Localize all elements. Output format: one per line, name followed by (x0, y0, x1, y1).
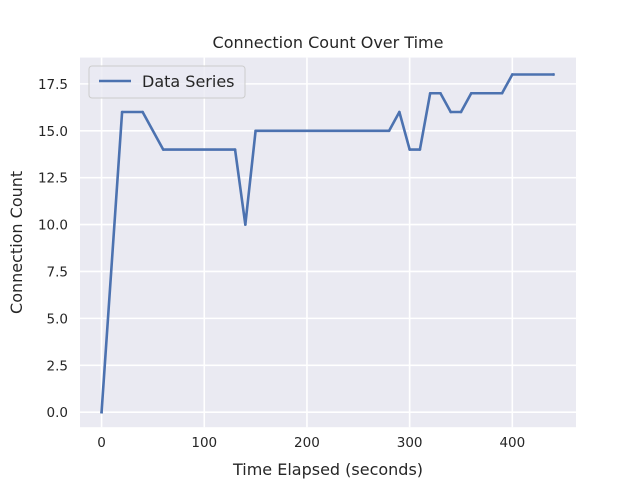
grid-lines (80, 57, 576, 428)
data-point (254, 129, 257, 133)
x-tick-label: 200 (294, 435, 320, 451)
y-tick-label: 15.0 (38, 124, 68, 140)
data-point (469, 91, 473, 95)
x-tick-label: 300 (397, 435, 423, 451)
data-point (408, 148, 411, 151)
data-point (100, 410, 103, 414)
x-axis-label: Time Elapsed (seconds) (232, 460, 423, 479)
data-point (120, 110, 124, 114)
data-point (387, 129, 391, 133)
y-tick-label: 2.5 (47, 358, 68, 374)
y-tick-label: 12.5 (38, 171, 68, 187)
x-tick-label: 0 (97, 435, 106, 451)
data-point (418, 148, 422, 151)
series-layer (100, 73, 555, 414)
legend: Data Series (88, 65, 246, 99)
data-point (398, 110, 401, 114)
y-tick-label: 10.0 (38, 218, 68, 234)
data-point (141, 110, 144, 114)
plot-area-background (80, 57, 576, 428)
legend-label: Data Series (142, 72, 235, 91)
x-tick-labels: 0 100 200 300 400 (97, 435, 525, 451)
data-point (428, 91, 432, 95)
y-axis-label: Connection Count (7, 171, 26, 314)
data-point (459, 110, 463, 114)
data-point (449, 110, 453, 114)
y-tick-label: 17.5 (38, 77, 68, 93)
data-point (244, 223, 247, 226)
y-tick-label: 7.5 (47, 264, 68, 280)
data-point (552, 73, 555, 76)
data-point (511, 73, 514, 76)
y-tick-label: 0.0 (47, 405, 68, 421)
data-point (161, 148, 165, 151)
legend-box (88, 65, 246, 99)
data-point (233, 148, 237, 151)
y-tick-label: 5.0 (47, 311, 68, 327)
data-point (439, 91, 442, 95)
y-tick-labels: 0.0 2.5 5.0 7.5 10.0 12.5 15.0 17.5 (38, 77, 68, 421)
chart-title: Connection Count Over Time (213, 33, 444, 52)
x-tick-label: 400 (499, 435, 525, 451)
x-tick-label: 100 (191, 435, 217, 451)
data-point (500, 91, 504, 95)
